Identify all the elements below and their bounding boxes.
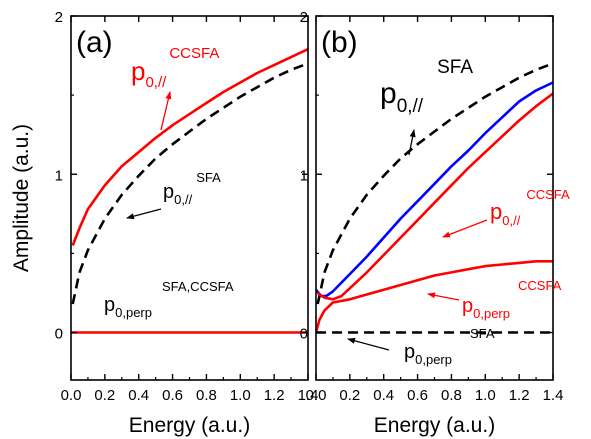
x-tick-label: 0.6: [407, 387, 428, 404]
annotation-text: p0,perp SFA,CCSFA: [104, 279, 234, 320]
series-group: [71, 48, 308, 334]
annotation-label: p0,// SFA: [380, 57, 473, 156]
series-line-2: [316, 81, 553, 298]
annotation-text: p0,// SFA: [380, 57, 473, 117]
annotation-text: p0,// SFA: [163, 170, 221, 207]
x-tick-label: 1.0: [230, 387, 251, 404]
annotation-superscript: SFA,CCSFA: [162, 279, 234, 294]
x-axis-label: Energy (a.u.): [129, 414, 250, 437]
x-tick-label: 1.2: [264, 387, 285, 404]
annotation-base: p: [462, 295, 473, 317]
y-tick-label: 0: [55, 326, 63, 343]
panel-label: (b): [321, 26, 358, 59]
annotation-arrow: [408, 129, 416, 156]
x-tick-label: 0.4: [128, 387, 149, 404]
x-tick-label: 1.4: [543, 387, 564, 404]
series-line-3: [316, 92, 553, 301]
y-tick-label: 1: [55, 167, 63, 184]
y-tick-label: 0: [300, 326, 308, 343]
annotation-subscript: 0,//: [502, 213, 520, 228]
annotation-base: p: [404, 341, 415, 363]
y-tick-label: 1: [300, 167, 308, 184]
annotation-base: p: [380, 77, 397, 110]
x-tick-label: 0.0: [61, 387, 82, 404]
annotation-subscript: 0,//: [145, 74, 167, 91]
chart-panel-b: 0.0 0.2 0.4 0.6 0.8 1.0 1.2 1.4 0 1 2 Energy (a.u.)…: [300, 9, 570, 437]
y-axis-label: Amplitude (a.u.): [10, 124, 33, 272]
annotation-superscript: SFA: [437, 57, 473, 78]
series-line-1: [71, 48, 308, 246]
annotation-arrow: [442, 219, 488, 238]
series-group: [316, 62, 553, 334]
x-tick-label: 1.4: [298, 387, 319, 404]
annotation-subscript: 0,perp: [415, 352, 452, 367]
annotation-arrow: [160, 91, 172, 131]
annotation-base: p: [490, 199, 502, 224]
annotation-arrow: [347, 337, 390, 351]
x-tick-label: 1.2: [509, 387, 530, 404]
annotation-superscript: SFA: [470, 326, 495, 341]
annotation-subscript: 0,perp: [473, 306, 510, 321]
annotation-superscript: SFA: [196, 170, 221, 185]
x-tick-label: 0.2: [339, 387, 360, 404]
annotation-label: p0,// CCSFA: [442, 187, 570, 238]
chart-panel-a: 0.0 0.2 0.4 0.6 0.8 1.0 1.2 1.4 0 1 2 Energy (a.u.)…: [10, 9, 318, 437]
annotation-superscript: CCSFA: [518, 278, 562, 293]
x-tick-label: 0.0: [306, 387, 327, 404]
y-tick-label: 2: [55, 9, 63, 26]
annotation-label: p0,perp SFA,CCSFA: [104, 279, 234, 320]
x-tick-label: 0.6: [162, 387, 183, 404]
annotation-label: p0,//CCSFA: [131, 45, 219, 131]
x-tick-label: 0.4: [373, 387, 394, 404]
annotation-superscript: CCSFA: [526, 187, 570, 202]
plot-frame: [315, 15, 554, 381]
annotation-subscript: 0,//: [397, 96, 424, 117]
annotation-arrow: [126, 208, 162, 220]
annotation-base: p: [163, 181, 174, 203]
x-axis-label: Energy (a.u.): [374, 414, 495, 437]
annotation-superscript: CCSFA: [169, 45, 219, 62]
series-line-2: [71, 62, 308, 305]
annotation-text: p0,perp SFA: [404, 326, 495, 367]
annotation-subscript: 0,//: [174, 192, 192, 207]
annotation-subscript: 0,perp: [115, 305, 152, 320]
x-tick-label: 1.0: [475, 387, 496, 404]
x-tick-label: 0.2: [94, 387, 115, 404]
annotation-text: p0,//CCSFA: [131, 45, 219, 91]
annotation-text: p0,perp CCSFA: [462, 278, 562, 321]
panel-label: (a): [76, 26, 113, 59]
annotation-text: p0,// CCSFA: [490, 187, 570, 228]
annotation-label: p0,perp CCSFA: [427, 278, 562, 321]
y-tick-label: 2: [300, 9, 308, 26]
annotation-label: p0,perp SFA: [347, 326, 495, 367]
annotation-arrow: [427, 292, 460, 301]
annotation-base: p: [131, 56, 145, 86]
series-line-1: [316, 62, 553, 305]
annotation-base: p: [104, 294, 115, 316]
series-line-4: [316, 260, 553, 333]
x-tick-label: 0.8: [441, 387, 462, 404]
annotation-label: p0,// SFA: [126, 170, 221, 220]
x-tick-label: 0.8: [196, 387, 217, 404]
